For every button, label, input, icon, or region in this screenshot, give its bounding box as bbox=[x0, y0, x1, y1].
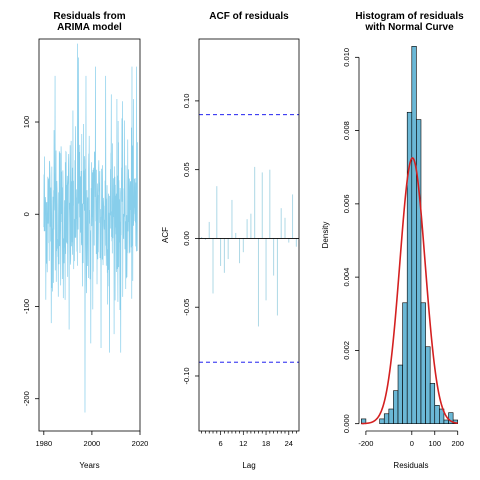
plot-frame bbox=[38, 38, 141, 432]
histogram-bar bbox=[420, 302, 426, 424]
histogram-bar bbox=[443, 419, 449, 424]
histogram-bar bbox=[379, 418, 385, 424]
x-axis-label: Years bbox=[79, 461, 99, 470]
x-tick-label: 18 bbox=[262, 439, 270, 448]
chart-title: with Normal Curve bbox=[364, 22, 454, 33]
y-axis-label: ACF bbox=[161, 227, 170, 243]
x-tick-label: 2020 bbox=[132, 439, 149, 448]
histogram-bar bbox=[402, 302, 408, 424]
x-tick-label: 6 bbox=[219, 439, 223, 448]
histogram-bar bbox=[383, 413, 390, 424]
histogram-bar bbox=[388, 408, 394, 424]
x-tick-label: 2000 bbox=[84, 439, 101, 448]
x-tick-label: 1980 bbox=[35, 439, 52, 448]
y-tick-label: 0.00 bbox=[182, 231, 191, 246]
x-tick-label: 100 bbox=[428, 439, 441, 448]
y-tick-label: 0.010 bbox=[342, 48, 351, 67]
x-tick-label: 24 bbox=[285, 439, 293, 448]
normal-curve bbox=[361, 157, 458, 425]
y-tick-label: 0.000 bbox=[342, 414, 351, 433]
y-tick-label: 0.008 bbox=[342, 121, 351, 140]
x-axis-label: Lag bbox=[242, 461, 255, 470]
y-tick-label: 0.004 bbox=[342, 268, 351, 287]
acf-chart: ACF of residuals Lag ACF 6 12 18 24 -0.10 -0.05 0… bbox=[161, 11, 300, 470]
y-tick-label: -0.10 bbox=[182, 367, 191, 384]
histogram-bar bbox=[434, 405, 440, 424]
y-tick-label: -0.05 bbox=[182, 299, 191, 316]
y-tick-label: 0.006 bbox=[342, 194, 351, 213]
histogram-bar bbox=[416, 119, 422, 424]
y-tick-label: 0 bbox=[22, 212, 31, 216]
histogram-bar bbox=[393, 390, 399, 424]
histogram-bar bbox=[397, 364, 403, 424]
residual-series-line bbox=[43, 43, 138, 413]
chart-title: Histogram of residuals bbox=[355, 11, 464, 22]
y-axis-label: Density bbox=[321, 222, 330, 249]
x-tick-label: 0 bbox=[410, 439, 414, 448]
y-tick-label: -200 bbox=[22, 391, 31, 406]
y-tick-label: 0.05 bbox=[182, 162, 191, 177]
x-tick-label: 200 bbox=[451, 439, 464, 448]
x-axis-label: Residuals bbox=[393, 461, 428, 470]
y-tick-label: 0.10 bbox=[182, 94, 191, 109]
chart-title: ACF of residuals bbox=[209, 11, 289, 22]
plot-frame bbox=[198, 38, 300, 432]
histogram-bar bbox=[411, 46, 417, 424]
histogram-bar bbox=[439, 408, 445, 424]
x-tick-label: -200 bbox=[358, 439, 373, 448]
chart-title: ARIMA model bbox=[57, 22, 122, 33]
y-tick-label: -100 bbox=[22, 299, 31, 314]
chart-title: Residuals from bbox=[53, 11, 125, 22]
histogram-bar bbox=[429, 383, 436, 424]
x-tick-label: 12 bbox=[239, 439, 247, 448]
histogram-bar bbox=[425, 346, 431, 424]
y-tick-label: 0.002 bbox=[342, 341, 351, 360]
y-tick-label: 100 bbox=[22, 116, 31, 129]
